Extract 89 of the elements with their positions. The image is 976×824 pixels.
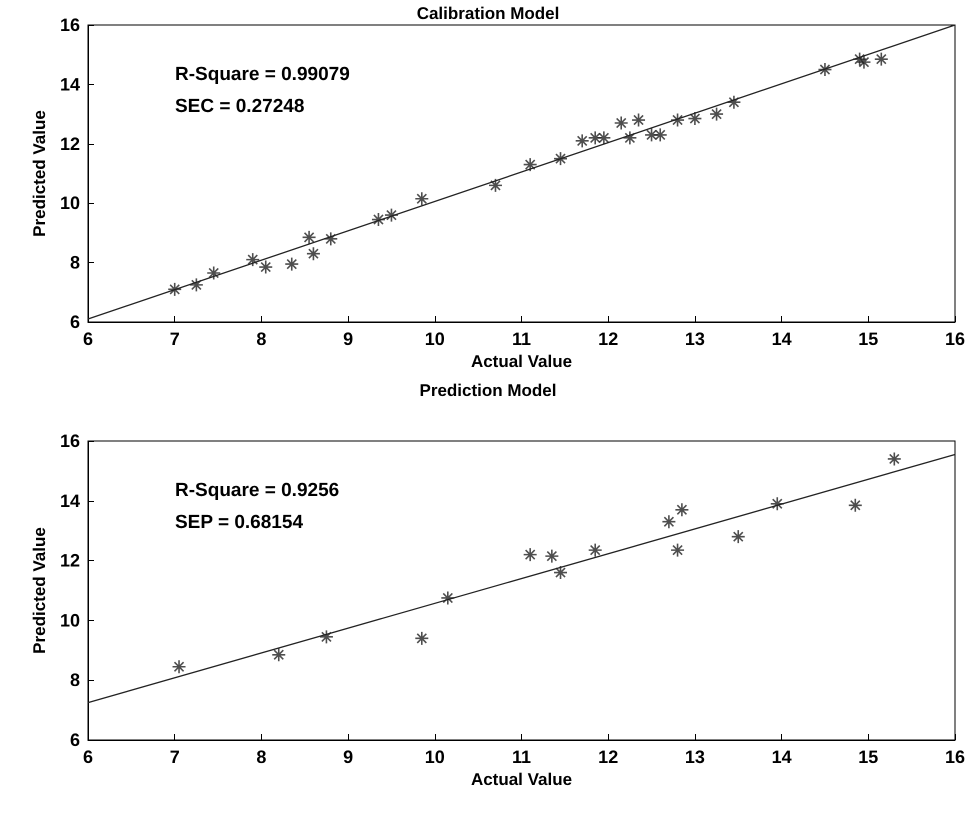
annotation: SEC = 0.27248 bbox=[175, 96, 304, 117]
y-tick-label: 14 bbox=[60, 490, 80, 511]
point bbox=[284, 256, 300, 272]
point bbox=[414, 191, 430, 206]
point bbox=[652, 128, 668, 142]
y-tick-label: 10 bbox=[60, 610, 80, 630]
point bbox=[662, 514, 676, 530]
point bbox=[674, 502, 690, 518]
point bbox=[631, 112, 646, 128]
point bbox=[302, 230, 316, 245]
point bbox=[874, 52, 889, 66]
y-tick-label: 16 bbox=[60, 15, 80, 35]
point bbox=[206, 266, 222, 280]
annotation: R-Square = 0.9256 bbox=[175, 480, 340, 501]
y-tick-label: 16 bbox=[60, 431, 80, 451]
x-tick-label: 11 bbox=[512, 747, 532, 767]
x-tick-label: 16 bbox=[944, 329, 966, 349]
y-axis-title: Predicted Value bbox=[30, 110, 49, 237]
point bbox=[522, 547, 538, 562]
chart-title: Prediction Model bbox=[420, 381, 556, 400]
annotation: R-Square = 0.99079 bbox=[175, 64, 350, 85]
point bbox=[323, 232, 338, 246]
x-axis-title: Actual Value bbox=[470, 770, 572, 789]
x-axis-title: Actual Value bbox=[470, 352, 572, 371]
point bbox=[167, 282, 182, 297]
point bbox=[189, 278, 204, 292]
x-tick-label: 14 bbox=[772, 747, 792, 767]
point bbox=[172, 659, 186, 674]
point bbox=[848, 498, 863, 513]
point bbox=[574, 134, 590, 148]
point bbox=[245, 252, 260, 267]
x-tick-label: 13 bbox=[684, 747, 705, 767]
x-tick-label: 12 bbox=[598, 329, 618, 349]
point bbox=[258, 260, 274, 274]
point bbox=[670, 542, 685, 558]
point bbox=[440, 590, 456, 606]
x-tick-label: 11 bbox=[512, 329, 532, 349]
point bbox=[384, 208, 399, 222]
point bbox=[271, 647, 286, 662]
point bbox=[544, 548, 560, 564]
y-tick-label: 8 bbox=[70, 252, 80, 273]
point bbox=[488, 178, 503, 193]
x-tick-label: 9 bbox=[343, 329, 354, 349]
x-tick-label: 13 bbox=[684, 329, 705, 349]
y-tick-label: 12 bbox=[60, 134, 80, 154]
point bbox=[887, 452, 902, 466]
x-tick-label: 9 bbox=[343, 747, 354, 767]
point bbox=[596, 130, 612, 146]
x-tick-label: 12 bbox=[598, 747, 618, 767]
y-tick-label: 8 bbox=[70, 670, 80, 690]
point bbox=[688, 111, 702, 126]
point bbox=[306, 246, 321, 261]
point bbox=[371, 212, 386, 227]
point bbox=[670, 112, 685, 128]
x-tick-label: 8 bbox=[256, 329, 266, 349]
point bbox=[588, 542, 602, 558]
point bbox=[614, 116, 629, 130]
x-tick-label: 16 bbox=[944, 747, 966, 767]
x-tick-label: 7 bbox=[170, 329, 180, 349]
point bbox=[319, 630, 334, 644]
point bbox=[726, 94, 742, 110]
x-tick-label: 7 bbox=[170, 747, 180, 767]
x-tick-label: 10 bbox=[424, 747, 445, 767]
point bbox=[770, 496, 785, 512]
y-axis-title: Predicted Value bbox=[30, 527, 49, 654]
point bbox=[818, 62, 832, 77]
y-tick-label: 14 bbox=[60, 74, 80, 94]
point bbox=[414, 631, 430, 646]
y-tick-label: 6 bbox=[70, 730, 80, 750]
annotation: SEP = 0.68154 bbox=[175, 512, 304, 533]
x-tick-label: 6 bbox=[82, 329, 94, 349]
x-tick-label: 8 bbox=[256, 747, 266, 767]
x-tick-label: 15 bbox=[858, 747, 878, 767]
point bbox=[730, 529, 746, 544]
point bbox=[709, 106, 724, 122]
y-tick-label: 12 bbox=[60, 550, 80, 571]
chart-title: Calibration Model bbox=[416, 4, 560, 23]
x-tick-label: 6 bbox=[82, 747, 94, 767]
point bbox=[522, 157, 538, 172]
point bbox=[553, 565, 568, 580]
y-tick-label: 10 bbox=[60, 193, 80, 214]
point bbox=[622, 130, 638, 146]
x-tick-label: 15 bbox=[858, 329, 878, 349]
point bbox=[588, 130, 602, 146]
point bbox=[553, 151, 568, 166]
x-tick-label: 14 bbox=[772, 329, 792, 349]
y-tick-label: 6 bbox=[70, 312, 80, 332]
x-tick-label: 10 bbox=[424, 329, 445, 349]
point bbox=[644, 128, 659, 142]
